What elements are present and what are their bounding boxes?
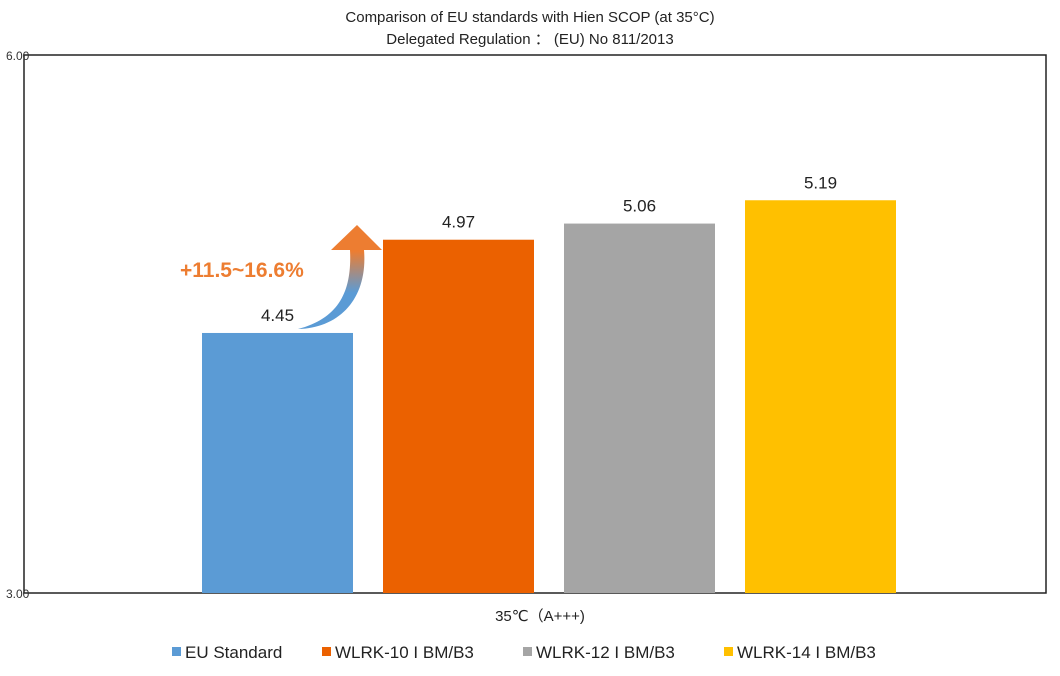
data-label-1: 4.45 — [261, 306, 294, 325]
chart-subtitle: Delegated Regulation ： (EU) No 811/2013 — [386, 31, 673, 48]
y-tick-min: 3.00 — [6, 587, 30, 601]
bar-4 — [745, 200, 896, 593]
legend-marker-4 — [724, 647, 733, 656]
increase-annotation: +11.5~16.6% — [180, 259, 304, 282]
x-category-label: 35℃（A+++) — [495, 608, 585, 625]
bar-1 — [202, 332, 353, 593]
legend-label-3: WLRK-12 I BM/B3 — [536, 643, 675, 662]
legend-label-4: WLRK-14 I BM/B3 — [737, 643, 876, 662]
data-label-2: 4.97 — [442, 213, 475, 232]
data-label-3: 5.06 — [623, 197, 656, 216]
legend-label-2: WLRK-10 I BM/B3 — [335, 643, 474, 662]
chart-title: Comparison of EU standards with Hien SCO… — [345, 9, 714, 26]
legend-marker-2 — [322, 647, 331, 656]
bar-3 — [564, 223, 715, 593]
legend-marker-1 — [172, 647, 181, 656]
legend-marker-3 — [523, 647, 532, 656]
legend-label-1: EU Standard — [185, 643, 282, 662]
data-label-4: 5.19 — [804, 173, 837, 192]
increase-arrow-icon — [298, 225, 382, 329]
bar-2 — [383, 239, 534, 594]
y-tick-max: 6.00 — [6, 49, 30, 63]
